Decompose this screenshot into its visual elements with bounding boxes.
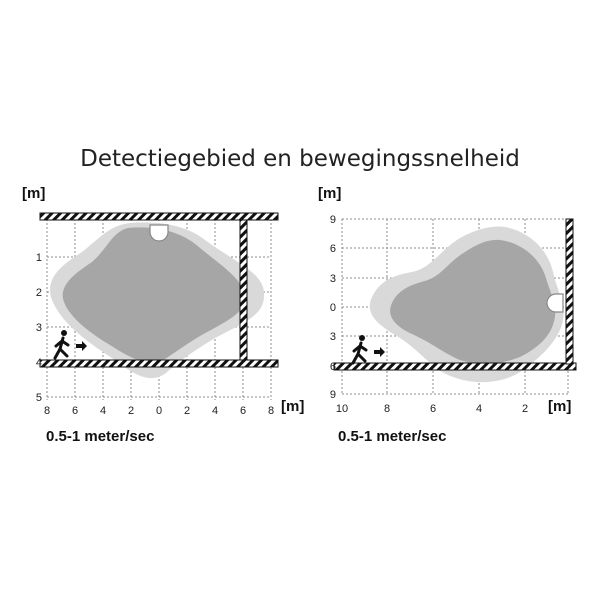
right-inner-zone (390, 239, 556, 364)
right-x-ticks: 10 8 6 4 2 (336, 403, 528, 415)
right-x-tick: 6 (430, 403, 436, 415)
right-walking-person-icon (351, 335, 368, 365)
right-y-tick: 6 (330, 243, 336, 255)
right-x-tick: 4 (476, 403, 482, 415)
left-top-wall (39, 212, 279, 221)
left-speed-label: 0.5-1 meter/sec (46, 428, 155, 445)
left-x-tick: 2 (184, 405, 190, 417)
left-x-tick: 2 (128, 405, 134, 417)
left-y-ticks: 1 2 3 4 5 (36, 252, 42, 404)
left-side-wall (239, 219, 248, 361)
left-sensor-icon (149, 224, 169, 242)
right-y-unit: [m] (318, 185, 342, 202)
left-x-tick: 8 (268, 405, 274, 417)
right-diagram: 9 6 3 0 3 6 9 10 8 6 4 2 (330, 214, 577, 415)
left-y-tick: 5 (36, 392, 42, 404)
right-y-tick: 0 (330, 302, 336, 314)
left-y-tick: 1 (36, 252, 42, 264)
right-y-tick: 6 (330, 361, 336, 373)
left-x-unit: [m] (281, 398, 305, 415)
left-walking-person-icon (53, 330, 70, 360)
left-x-tick: 6 (72, 405, 78, 417)
left-x-tick: 4 (100, 405, 106, 417)
right-y-tick: 3 (330, 273, 336, 285)
right-y-ticks: 9 6 3 0 3 6 9 (330, 214, 336, 401)
left-y-unit: [m] (22, 185, 46, 202)
left-x-ticks: 8 6 4 2 0 2 4 6 8 (44, 405, 274, 417)
left-diagram: 1 2 3 4 5 8 6 4 2 0 2 4 6 8 (36, 212, 279, 417)
left-y-tick: 3 (36, 322, 42, 334)
left-inner-zone (62, 227, 246, 364)
left-x-tick: 0 (156, 405, 162, 417)
left-x-tick: 8 (44, 405, 50, 417)
right-arrow-right-icon (374, 347, 385, 357)
left-x-tick: 6 (240, 405, 246, 417)
right-wall (565, 218, 574, 365)
right-x-unit: [m] (548, 398, 572, 415)
right-y-tick: 9 (330, 214, 336, 226)
diagram-title: Detectiegebied en bewegingssnelheid (80, 146, 520, 172)
right-y-tick: 9 (330, 389, 336, 401)
left-bottom-wall (39, 359, 279, 368)
right-floor (333, 362, 577, 371)
right-sensor-icon (546, 293, 564, 313)
right-y-tick: 3 (330, 331, 336, 343)
right-x-tick: 10 (336, 403, 348, 415)
left-arrow-right-icon (76, 341, 87, 351)
right-x-tick: 2 (522, 403, 528, 415)
right-x-tick: 8 (384, 403, 390, 415)
left-x-tick: 4 (212, 405, 218, 417)
left-y-tick: 2 (36, 287, 42, 299)
left-y-tick: 4 (36, 357, 42, 369)
right-speed-label: 0.5-1 meter/sec (338, 428, 447, 445)
